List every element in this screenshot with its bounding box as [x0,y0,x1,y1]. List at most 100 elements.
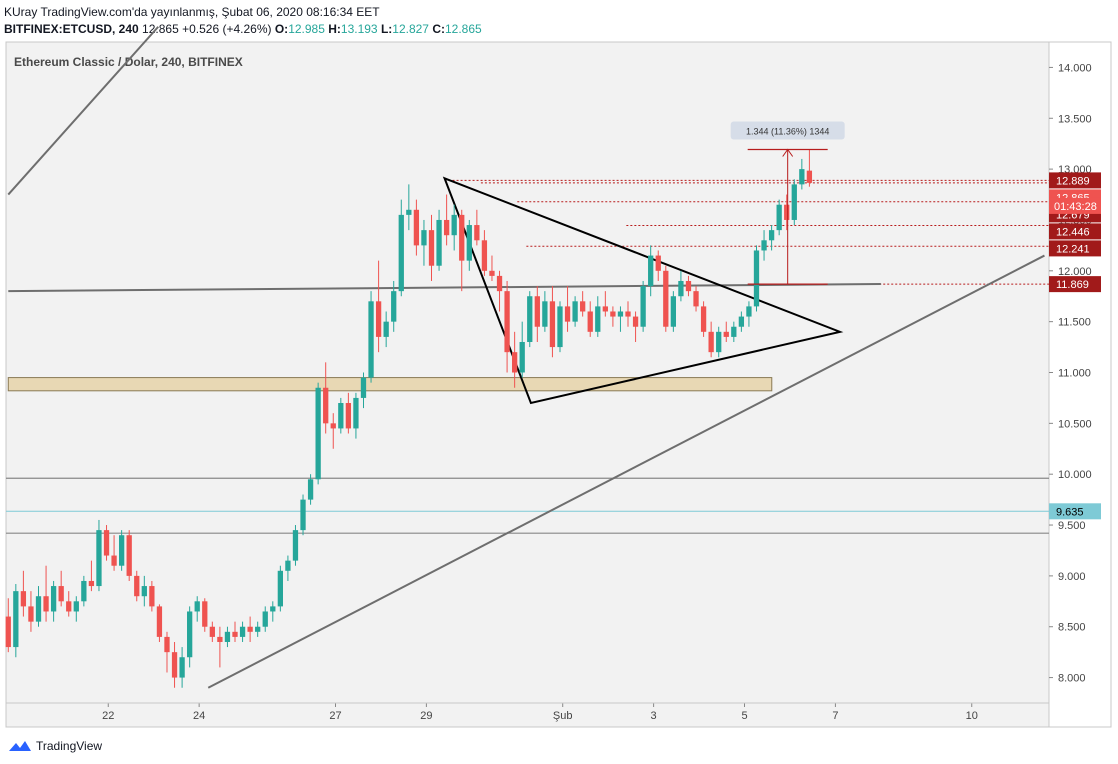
candle-body [738,316,745,327]
cyan-price-label-bg [1049,503,1101,520]
candle [50,580,57,622]
candle [678,270,684,302]
candle [534,286,540,342]
candle-body [489,270,495,276]
candle [375,260,382,353]
candle-body [50,586,57,612]
candle-body [368,301,374,378]
candle-body [625,311,631,317]
candle [708,321,714,358]
candle-body [398,214,404,292]
candle-body [466,225,472,261]
candle [35,586,42,627]
candle [693,286,699,312]
candle-body [640,286,646,327]
candle [360,372,367,409]
candle [610,306,616,327]
candle-body [315,387,321,480]
candle-body [141,586,147,597]
low-label: L: [380,22,393,36]
candle-body [134,575,140,597]
candle-body [746,306,752,317]
close-label: C: [432,22,445,36]
candle-body [723,331,729,337]
candle-body [126,535,132,576]
candle [632,311,639,342]
candle-body [81,580,87,602]
candle [43,565,49,622]
candle [564,286,571,332]
candle-body [239,626,246,637]
candle-body [572,301,578,322]
candle-body [474,225,480,241]
candle-body [277,570,283,607]
candle [459,209,465,292]
lower-channel-line [207,254,1045,689]
candle [126,530,132,581]
countdown-label-bg [1049,197,1101,214]
candle [723,321,729,342]
candle-body [20,591,27,607]
candle [262,606,268,632]
candle-body [632,316,639,327]
y-tick-label: 13.500 [1058,113,1092,125]
candle [149,580,155,612]
candle [511,331,518,388]
candle [118,530,125,571]
candle-body [784,204,790,220]
candle-body [209,626,215,637]
candle [806,149,813,187]
candle-body [542,301,548,327]
candle [224,626,231,648]
x-tick-label: 3 [651,710,657,722]
candle-body [504,291,510,353]
candle-body [383,321,389,337]
candle [66,591,72,617]
candle-body [292,530,299,561]
candle-body [262,611,268,627]
candle [255,621,261,637]
candle-body [330,423,336,429]
cyan-price-label: 9.635 [1056,506,1084,518]
candle-body [768,230,775,241]
candle [776,199,782,236]
candle [345,392,352,434]
candle-body [118,535,125,566]
candle [504,280,510,373]
candle-body [156,606,163,637]
candle-body [731,326,737,337]
y-tick-label: 10.000 [1058,469,1092,481]
y-tick-label: 11.500 [1058,317,1091,329]
price-label-bg [1049,276,1101,293]
candle-body [459,214,465,261]
upper-channel-line [7,26,159,196]
candle [141,575,147,607]
candle-body [557,306,563,348]
candle-body [670,296,677,327]
candle [202,598,208,632]
candle-body [224,631,231,642]
candle [277,565,283,612]
candle [768,225,775,251]
price-change: +0.526 (+4.26%) [182,22,272,36]
price-axis[interactable] [1048,41,1112,728]
horizontal-support [8,283,881,293]
x-tick-label: 10 [966,710,978,722]
candle [791,179,797,226]
candle [239,621,246,642]
candle [270,601,276,622]
candle-body [58,586,64,602]
candle-body [527,296,533,342]
candle-body [534,296,540,327]
candle-body [187,611,193,658]
candle-body [436,219,442,266]
tradingview-logo-icon [9,741,31,751]
candle [655,250,661,281]
candle-body [678,280,684,297]
y-tick-label: 9.500 [1058,520,1086,532]
candle-body [111,555,117,566]
candle-body [443,219,450,236]
candle [587,301,593,337]
last-price: 12.865 [142,22,179,36]
